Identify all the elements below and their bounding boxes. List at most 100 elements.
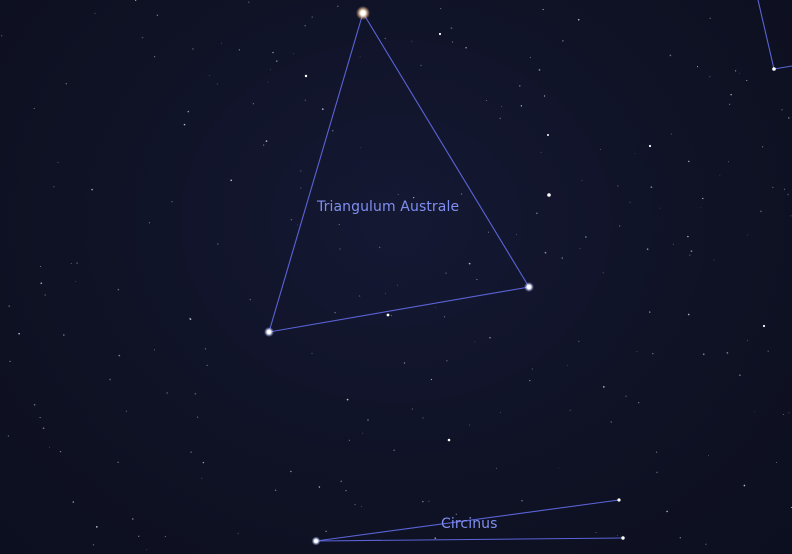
triangulum-australe-lines <box>268 12 530 333</box>
star-field-bright <box>547 134 549 136</box>
faint-star <box>747 340 749 341</box>
faint-star <box>687 235 689 238</box>
faint-star <box>384 37 386 39</box>
faint-star <box>403 362 406 364</box>
faint-star <box>577 18 580 21</box>
faint-star <box>754 411 755 412</box>
faint-star <box>362 432 364 434</box>
faint-star <box>566 364 568 366</box>
faint-star <box>40 282 43 285</box>
faint-star <box>413 196 415 199</box>
star-circinus-beta <box>617 498 621 502</box>
faint-star <box>72 501 75 503</box>
faint-star <box>118 354 121 357</box>
faint-star <box>496 467 498 469</box>
faint-star <box>469 424 471 426</box>
faint-star <box>739 73 740 74</box>
faint-star <box>354 504 356 506</box>
faint-star <box>538 69 541 71</box>
constellation-line <box>315 499 620 542</box>
faint-star <box>132 518 134 520</box>
faint-star <box>428 500 430 502</box>
star-beta-tra-core <box>526 284 532 290</box>
faint-star <box>9 360 11 363</box>
faint-star <box>561 257 563 259</box>
faint-star <box>378 246 381 249</box>
faint-star <box>358 295 361 297</box>
faint-star <box>702 197 704 200</box>
faint-star <box>360 147 362 149</box>
faint-star <box>719 174 721 176</box>
faint-star <box>270 69 271 71</box>
faint-star <box>393 449 395 451</box>
faint-star <box>148 222 150 224</box>
faint-star <box>500 106 502 107</box>
faint-star <box>578 340 580 342</box>
faint-star <box>518 85 521 87</box>
faint-star <box>646 248 649 250</box>
faint-star <box>595 531 597 533</box>
faint-star <box>391 315 392 317</box>
faint-star <box>339 248 341 250</box>
faint-star <box>602 272 604 274</box>
faint-star <box>638 402 640 404</box>
faint-star <box>569 409 571 411</box>
faint-star <box>135 0 137 1</box>
faint-star <box>53 186 55 188</box>
faint-star <box>138 535 140 537</box>
faint-star <box>499 117 501 120</box>
faint-star <box>610 421 612 423</box>
faint-star <box>290 219 293 221</box>
faint-star <box>775 461 777 463</box>
faint-star <box>263 144 265 146</box>
faint-star <box>183 123 186 126</box>
faint-star <box>734 70 737 72</box>
faint-star <box>206 364 208 367</box>
faint-star <box>625 395 627 398</box>
faint-star <box>194 392 197 395</box>
faint-star <box>141 36 144 39</box>
faint-star <box>713 259 715 261</box>
faint-star <box>304 25 306 27</box>
faint-star <box>617 534 618 536</box>
faint-star <box>39 417 41 419</box>
faint-star <box>617 185 619 187</box>
faint-star <box>499 411 501 414</box>
label-triangulum-australe: Triangulum Australe <box>317 199 460 215</box>
faint-star <box>634 153 636 155</box>
faint-star <box>411 40 413 42</box>
faint-star <box>700 207 702 209</box>
faint-star <box>95 526 98 528</box>
faint-star <box>18 332 20 335</box>
faint-star <box>293 53 295 55</box>
faint-star <box>489 337 491 339</box>
faint-star <box>297 224 299 226</box>
faint-star <box>788 117 790 119</box>
constellation-line <box>362 12 530 288</box>
faint-star <box>40 265 42 267</box>
faint-star <box>187 110 190 113</box>
faint-star <box>729 103 731 105</box>
faint-star <box>460 193 463 195</box>
faint-star <box>1 35 3 37</box>
faint-star <box>656 471 658 474</box>
faint-star <box>465 47 467 49</box>
star-field-bright <box>438 32 442 36</box>
faint-star <box>672 243 674 245</box>
faint-star <box>743 484 746 487</box>
faint-star <box>529 56 531 58</box>
faint-star <box>340 480 343 483</box>
constellation-line <box>757 0 775 70</box>
star-alpha-tra-core <box>360 10 366 16</box>
faint-star <box>237 532 239 535</box>
faint-star <box>117 461 119 464</box>
faint-star <box>656 451 658 453</box>
faint-star <box>788 412 790 414</box>
faint-star <box>468 262 471 265</box>
faint-star <box>334 311 336 314</box>
faint-star <box>117 288 120 291</box>
faint-star <box>57 162 59 163</box>
faint-star <box>238 49 240 51</box>
faint-star <box>331 129 334 132</box>
